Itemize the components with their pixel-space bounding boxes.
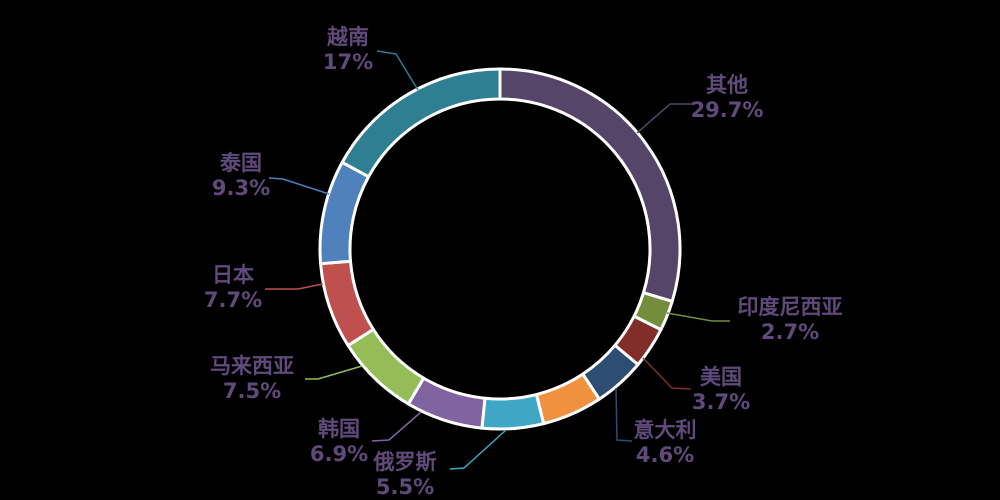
slice-label-percent: 2.7%: [760, 320, 820, 344]
slice-label-percent: 5.5%: [375, 475, 435, 499]
donut-segment-俄罗斯: [480, 393, 546, 431]
donut-segment-泰国: [318, 160, 371, 266]
leader-line-意大利: [615, 387, 633, 442]
slice-label-percent: 3.7%: [691, 390, 751, 414]
slice-label-name: 意大利: [633, 418, 697, 442]
slice-label-russia: 俄罗斯 5.5%: [374, 450, 437, 500]
leader-line-其他: [636, 103, 695, 134]
leader-line-马来西亚: [305, 365, 363, 380]
leader-line-韩国: [371, 411, 422, 442]
slice-label-name: 印度尼西亚: [737, 295, 843, 319]
slice-label-percent: 6.9%: [309, 442, 369, 466]
slice-label-indonesia: 印度尼西亚 2.7%: [738, 295, 843, 345]
slice-label-name: 泰国: [220, 151, 262, 175]
slice-label-italy: 意大利 4.6%: [634, 418, 697, 468]
leader-line-美国: [642, 357, 692, 390]
slice-label-percent: 17%: [322, 50, 374, 74]
slice-label-name: 其他: [705, 73, 748, 97]
leader-line-越南: [376, 50, 419, 91]
leader-line-日本: [265, 283, 324, 290]
leader-line-泰国: [268, 177, 330, 195]
slice-label-percent: 29.7%: [690, 98, 764, 122]
slice-label-name: 韩国: [318, 417, 360, 441]
donut-segment-其他: [498, 67, 682, 303]
slice-label-name: 美国: [700, 365, 742, 389]
leader-line-俄罗斯: [449, 429, 507, 470]
donut-segment-日本: [319, 259, 375, 347]
slice-label-percent: 7.5%: [222, 379, 282, 403]
slice-label-vietnam: 越南 17%: [323, 25, 373, 75]
slice-label-malaysia: 马来西亚 7.5%: [210, 354, 294, 404]
slice-label-percent: 7.7%: [203, 288, 263, 312]
slice-label-korea: 韩国 6.9%: [310, 417, 368, 467]
slice-label-name: 马来西亚: [210, 354, 294, 378]
slice-label-thailand: 泰国 9.3%: [212, 151, 270, 201]
donut-segment-越南: [340, 67, 502, 179]
slice-label-other: 其他 29.7%: [691, 73, 764, 123]
slice-label-usa: 美国 3.7%: [692, 365, 750, 415]
slice-label-name: 日本: [212, 263, 254, 287]
slice-label-name: 越南: [326, 25, 369, 49]
slice-label-percent: 9.3%: [211, 176, 271, 200]
leader-line-印度尼西亚: [666, 312, 730, 322]
slice-label-percent: 4.6%: [635, 443, 695, 467]
slice-label-japan: 日本 7.7%: [204, 263, 262, 313]
slice-label-name: 俄罗斯: [373, 450, 437, 474]
